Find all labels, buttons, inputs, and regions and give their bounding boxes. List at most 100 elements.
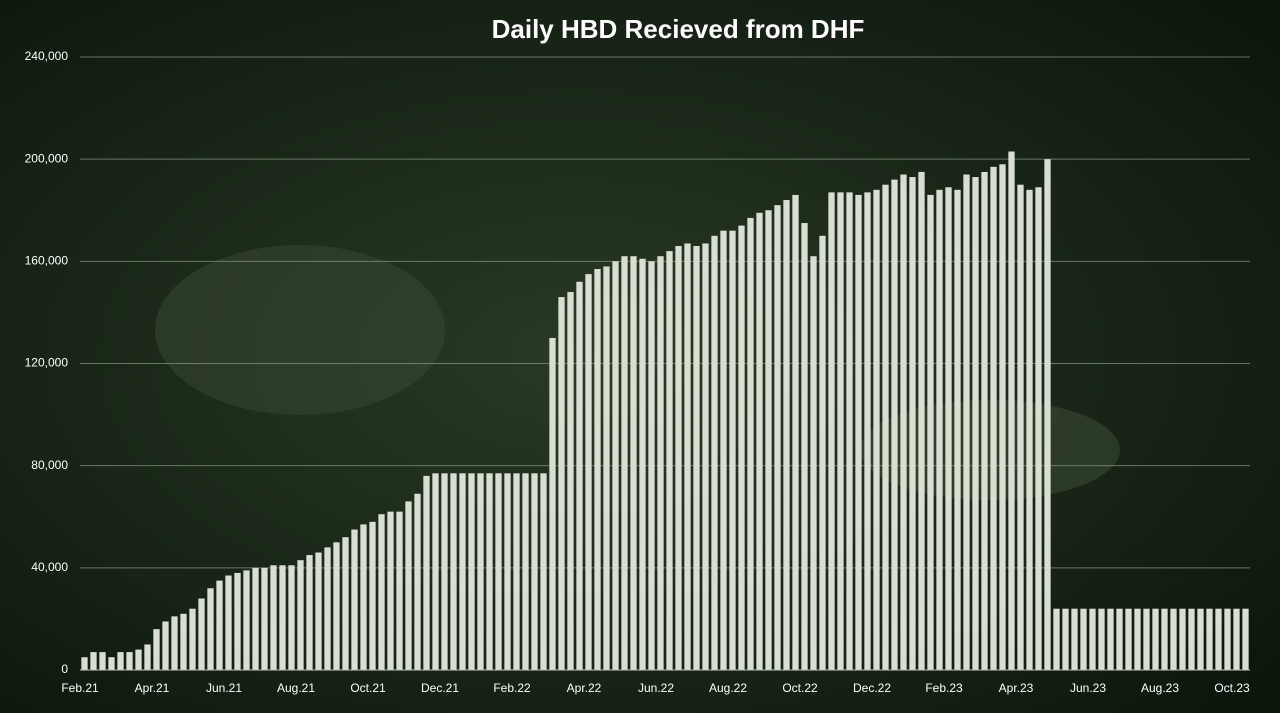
bar [855,194,862,671]
bar [1044,159,1051,670]
bar [1017,184,1024,671]
x-tick-label: Apr.22 [567,681,602,695]
bar [1107,608,1114,670]
bar [999,164,1006,670]
bar [459,473,466,670]
bar [144,644,151,670]
bar [1143,608,1150,670]
bar [306,555,313,670]
bar [846,192,853,670]
bar [891,179,898,670]
bar [612,261,619,670]
bar [864,192,871,670]
bar [801,223,808,671]
y-tick-label: 240,000 [25,49,69,63]
bar [1089,608,1096,670]
bar [90,652,97,670]
bar [1026,189,1033,671]
bar [702,243,709,670]
x-tick-label: Dec.21 [421,681,459,695]
bar [135,649,142,670]
bar [324,547,331,670]
bar [252,567,259,670]
bar [513,473,520,670]
bar [387,511,394,670]
bar [1080,608,1087,670]
bar [567,291,574,670]
x-tick-label: Oct.21 [350,681,386,695]
bar [990,166,997,670]
bar [414,493,421,670]
bar [297,560,304,670]
x-tick-label: Apr.21 [135,681,170,695]
bar [1161,608,1168,670]
bar [720,230,727,670]
bar [684,243,691,670]
bar [738,225,745,670]
bar [1215,608,1222,670]
x-tick-label: Jun.23 [1070,681,1106,695]
bar [198,598,205,670]
bar [225,575,232,670]
bar [1062,608,1069,670]
bar [468,473,475,670]
bar [1152,608,1159,670]
bar [765,210,772,670]
bar [180,613,187,670]
bar [261,567,268,670]
y-tick-label: 120,000 [25,356,69,370]
bar [243,570,250,670]
bar [504,473,511,670]
x-tick-label: Jun.22 [638,681,674,695]
bar [603,266,610,670]
bar [630,256,637,670]
bar [954,189,961,671]
bar [693,246,700,670]
bar [549,337,556,670]
bar [1071,608,1078,670]
bar [486,473,493,670]
bar [711,235,718,670]
bar [531,473,538,670]
bar [189,608,196,670]
bar [648,261,655,670]
y-tick-label: 200,000 [25,151,69,165]
bar [1206,608,1213,670]
bar [279,565,286,670]
bar [1125,608,1132,670]
bar [216,580,223,670]
bar [918,171,925,670]
bar [558,297,565,670]
bar [1179,608,1186,670]
bar [729,230,736,670]
bar [1116,608,1123,670]
x-tick-label: Oct.23 [1214,681,1250,695]
bar [909,177,916,670]
bar [396,511,403,670]
bar [1098,608,1105,670]
background-shape [860,400,1120,500]
bar [657,256,664,670]
bar [576,281,583,670]
bar [675,246,682,670]
bar [360,524,367,670]
bar [963,174,970,670]
bar [108,657,115,670]
bar [837,192,844,670]
x-tick-label: Apr.23 [999,681,1034,695]
y-tick-label: 0 [61,662,68,676]
bar [792,194,799,671]
bar [477,473,484,670]
bar [594,268,601,670]
bar [522,473,529,670]
bar [540,473,547,670]
bar [873,189,880,671]
x-tick-label: Jun.21 [206,681,242,695]
bar [171,616,178,670]
x-tick-label: Dec.22 [853,681,891,695]
bar [288,565,295,670]
x-tick-label: Aug.22 [709,681,747,695]
bar [810,256,817,670]
bar [270,565,277,670]
